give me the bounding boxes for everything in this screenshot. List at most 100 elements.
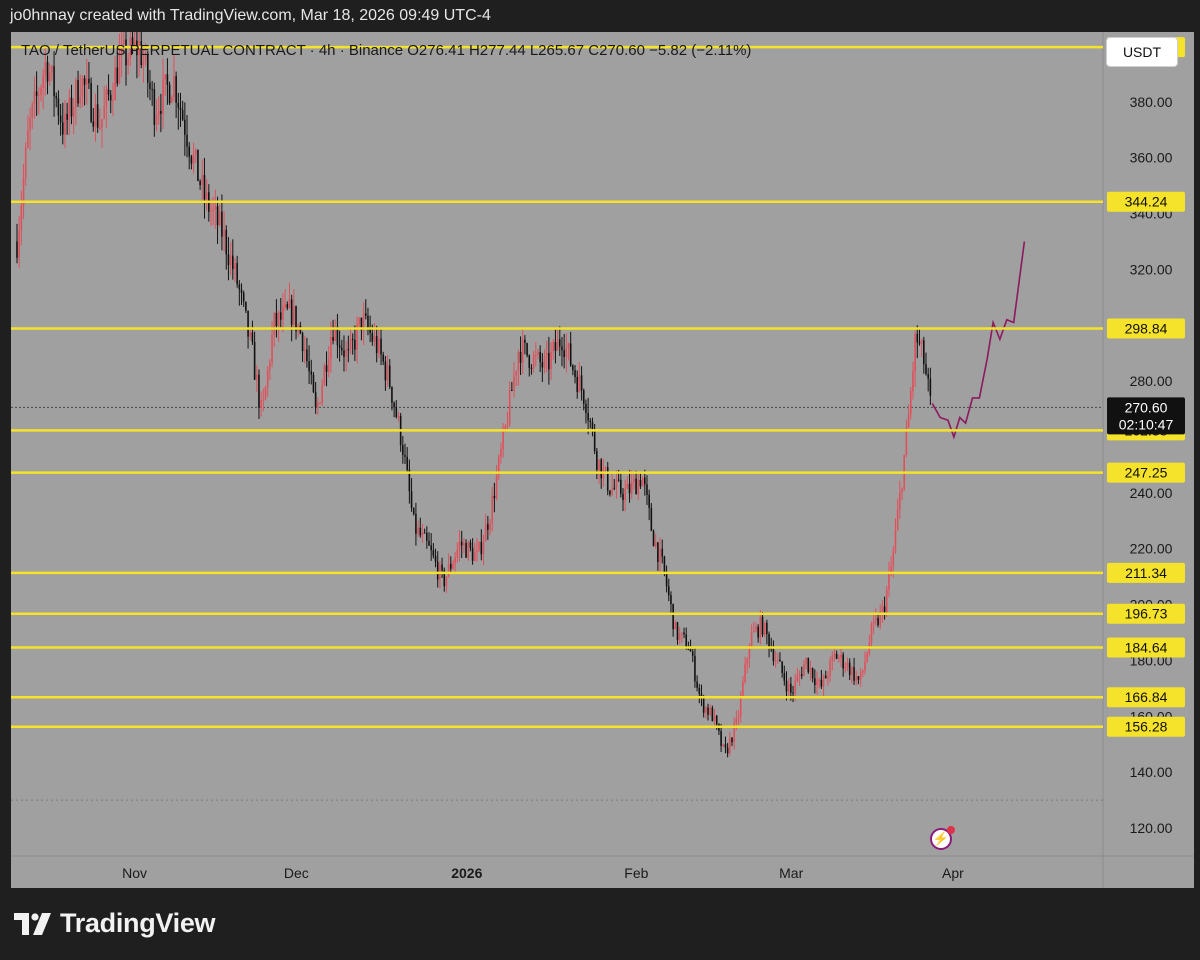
candle-body — [153, 89, 156, 125]
lightning-icon[interactable]: ⚡ — [930, 828, 952, 850]
candle-body — [210, 210, 212, 212]
candle-body — [140, 41, 143, 66]
candle-body — [262, 399, 265, 401]
candle-body — [247, 310, 249, 337]
level-label-box — [1107, 562, 1185, 583]
footer-brand: TradingView — [14, 908, 216, 939]
level-label: 344.24 — [1125, 194, 1168, 210]
candle-body — [449, 563, 452, 569]
candle-body — [310, 371, 313, 375]
candle-body — [397, 416, 400, 418]
candle-body — [445, 576, 448, 587]
candle-body — [184, 119, 186, 135]
candle-body — [633, 478, 635, 482]
level-label-box — [1107, 637, 1185, 658]
chart-credit: jo0hnnay created with TradingView.com, M… — [10, 7, 491, 24]
candle-body — [170, 97, 173, 104]
candle-body — [415, 514, 417, 534]
candle-body — [739, 695, 742, 717]
candle-body — [596, 451, 598, 470]
candle-body — [205, 192, 208, 200]
level-label-box — [1107, 687, 1185, 708]
candle-body — [905, 427, 908, 455]
candle-body — [654, 542, 657, 547]
candle-body — [735, 718, 738, 724]
candle-body — [497, 456, 500, 476]
candle-body — [271, 334, 273, 363]
candle-body — [194, 149, 197, 155]
candle-body — [811, 668, 814, 679]
candle-body — [75, 79, 77, 108]
candle-body — [620, 479, 622, 494]
candle-body — [173, 76, 175, 98]
candle-body — [408, 469, 411, 492]
candle-body — [676, 622, 679, 640]
candle-body — [770, 648, 773, 650]
candle-body — [460, 541, 463, 546]
candle-body — [901, 489, 903, 493]
candle-body — [101, 118, 103, 128]
currency-button[interactable]: USDT — [1106, 37, 1178, 67]
candle-body — [822, 675, 825, 687]
price-tick-label: 360.00 — [1130, 150, 1173, 166]
candle-body — [759, 616, 762, 638]
candle-body — [857, 676, 860, 680]
candle-body — [105, 89, 108, 107]
candle-body — [57, 98, 60, 116]
candle-body — [554, 342, 557, 351]
candle-body — [613, 487, 616, 489]
candle-body — [779, 659, 781, 662]
candle-body — [463, 543, 465, 546]
candle-body — [781, 661, 783, 673]
ohlc-open: O276.41 — [407, 42, 465, 59]
candle-body — [606, 467, 609, 491]
candle-body — [476, 549, 478, 553]
level-label-box — [1107, 716, 1185, 737]
candle-body — [428, 540, 430, 546]
candle-body — [639, 480, 642, 487]
candle-body — [40, 87, 42, 95]
candle-body — [332, 337, 334, 341]
ohlc-close: C270.60 — [588, 42, 645, 59]
candle-body — [600, 459, 603, 479]
candle-body — [851, 667, 853, 675]
candle-body — [373, 336, 376, 342]
candle-body — [689, 649, 692, 652]
candle-body — [229, 255, 232, 266]
candle-body — [872, 621, 875, 624]
chart-panel[interactable]: 380.00 360.00 340.00 320.00 280.00 240.00 220.… — [11, 32, 1194, 888]
candle-body — [650, 507, 653, 531]
candle-body — [188, 146, 191, 157]
candle-body — [548, 352, 550, 370]
level-label-box — [1107, 603, 1185, 624]
candle-body — [225, 229, 228, 255]
price-chart[interactable]: 380.00360.00340.00320.00280.00240.00220.… — [11, 32, 1194, 888]
candle-body — [698, 687, 701, 694]
candle-body — [227, 254, 230, 266]
ohlc-high: H277.44 — [468, 42, 526, 59]
candle-body — [212, 209, 214, 211]
time-tick-label: Nov — [122, 865, 147, 881]
candle-body — [565, 347, 568, 358]
candle-body — [622, 493, 624, 500]
candle-body — [711, 707, 714, 722]
candle-body — [314, 392, 317, 408]
candle-body — [203, 175, 206, 200]
candle-body — [29, 117, 31, 131]
candle-body — [556, 339, 559, 351]
candle-body — [593, 429, 596, 452]
candle-body — [511, 390, 513, 392]
candle-body — [179, 107, 182, 110]
candle-body — [133, 40, 136, 47]
candle-body — [763, 622, 766, 635]
candle-body — [787, 683, 790, 692]
candle-body — [774, 660, 777, 662]
candle-body — [308, 361, 310, 372]
candle-body — [604, 467, 607, 469]
candle-body — [20, 205, 23, 231]
candle-body — [160, 110, 162, 114]
candle-body — [127, 58, 129, 66]
candle-body — [88, 78, 90, 83]
candle-body — [103, 106, 105, 119]
candle-body — [323, 365, 326, 385]
